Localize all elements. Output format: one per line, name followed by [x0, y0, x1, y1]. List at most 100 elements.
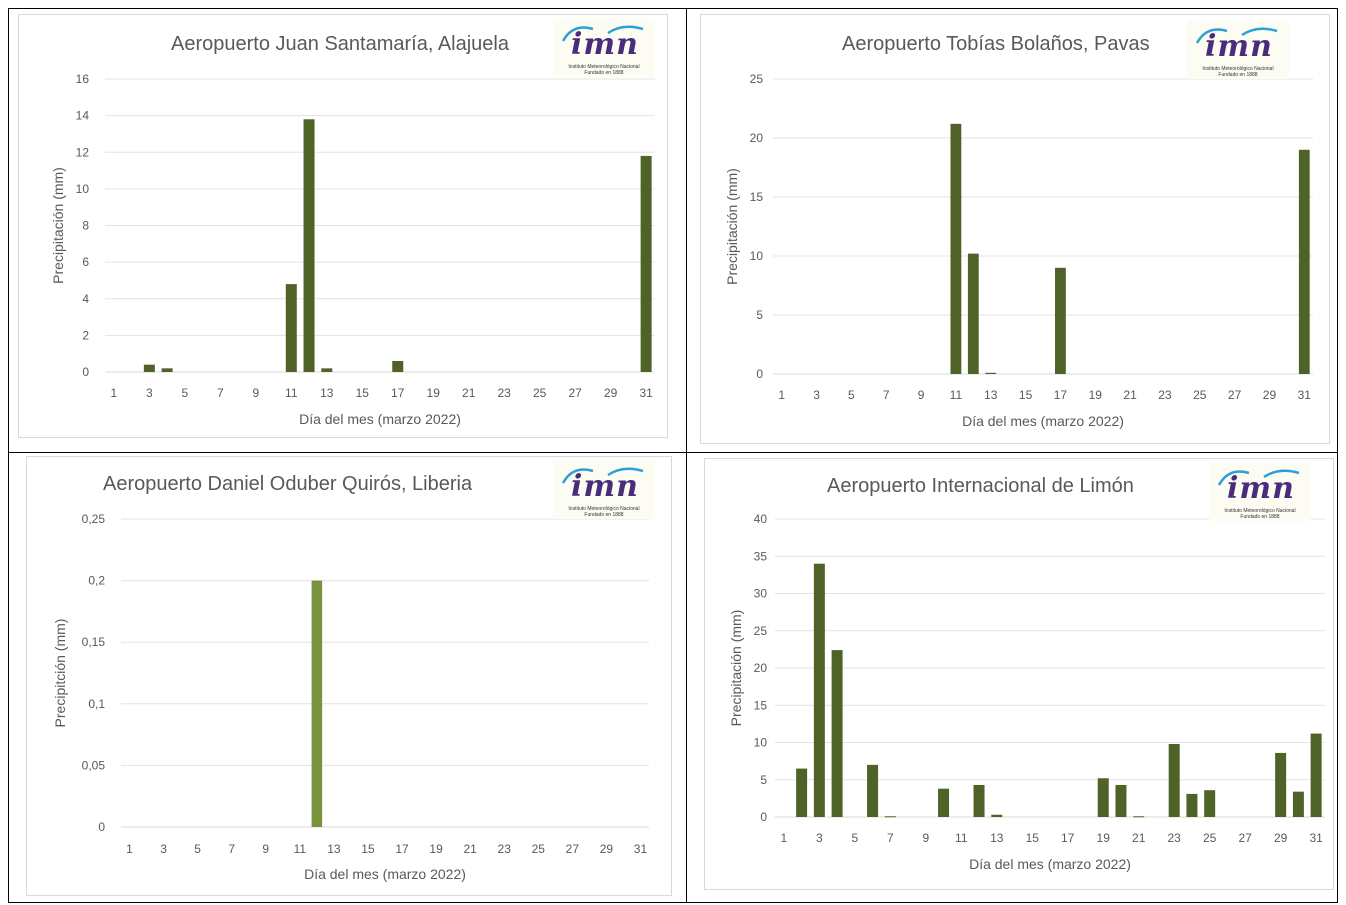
- x-tick-label: 17: [395, 842, 409, 856]
- x-tick-label: 11: [294, 842, 307, 856]
- x-tick-label: 29: [600, 842, 614, 856]
- x-tick-label: 3: [813, 388, 820, 402]
- y-tick-label: 0,05: [82, 758, 106, 772]
- bar: [950, 123, 962, 374]
- x-tick-label: 27: [568, 386, 582, 400]
- x-tick-label: 3: [816, 831, 823, 845]
- bar: [973, 784, 985, 817]
- logo-text: imn: [571, 27, 639, 62]
- bar: [392, 361, 404, 372]
- x-tick-label: 15: [361, 842, 375, 856]
- x-tick-label: 13: [320, 386, 334, 400]
- logo-subtitle-2: Fundado en 1888: [1240, 514, 1280, 520]
- x-tick-label: 19: [427, 386, 441, 400]
- y-tick-label: 4: [82, 292, 89, 306]
- y-tick-label: 15: [750, 190, 764, 204]
- x-tick-label: 19: [1097, 831, 1111, 845]
- x-tick-label: 9: [918, 388, 925, 402]
- x-tick-label: 1: [781, 831, 788, 845]
- y-tick-label: 0,2: [88, 574, 105, 588]
- logo-subtitle-2: Fundado en 1888: [584, 70, 624, 76]
- x-tick-label: 7: [217, 386, 224, 400]
- y-tick-label: 0,15: [82, 635, 106, 649]
- x-tick-label: 23: [498, 842, 512, 856]
- x-tick-label: 5: [848, 388, 855, 402]
- chart-panel-alajuela: Aeropuerto Juan Santamaría, Alajuela 0 2 4…: [18, 14, 668, 438]
- figure-frame: [8, 8, 1338, 903]
- y-tick-label: 20: [750, 131, 764, 145]
- y-tick-label: 20: [754, 661, 768, 675]
- x-tick-label: 31: [1309, 831, 1323, 845]
- chart-title: Aeropuerto Juan Santamaría, Alajuela: [171, 33, 509, 55]
- bar: [796, 768, 808, 817]
- y-axis-label: Precipitación (mm): [728, 610, 744, 727]
- x-tick-label: 23: [498, 386, 512, 400]
- logo-text: imn: [571, 469, 639, 504]
- x-tick-label: 1: [126, 842, 133, 856]
- x-tick-label: 17: [391, 386, 405, 400]
- x-axis-label: Día del mes (marzo 2022): [969, 856, 1131, 872]
- bar: [1204, 790, 1216, 817]
- chart-svg: 00,050,10,150,20,251 3 5 7 9 11 13 15 17 19 21 23 25…: [52, 512, 649, 882]
- x-tick-label: 31: [634, 842, 648, 856]
- bar: [640, 155, 652, 372]
- bar: [1168, 743, 1180, 817]
- x-tick-label: 1: [778, 388, 785, 402]
- y-tick-label: 5: [756, 308, 763, 322]
- x-tick-label: 21: [463, 842, 477, 856]
- y-tick-label: 30: [754, 587, 768, 601]
- chart-panel-liberia: Aeropuerto Daniel Oduber Quirós, Liberia…: [26, 456, 672, 896]
- x-tick-label: 23: [1158, 388, 1172, 402]
- x-tick-label: 7: [887, 831, 894, 845]
- y-tick-label: 0: [98, 820, 105, 834]
- frame-divider-vertical: [686, 8, 687, 903]
- y-tick-label: 6: [82, 255, 89, 269]
- chart-panel-limon: Aeropuerto Internacional de Limón 0 5 10 15…: [704, 458, 1334, 890]
- imn-logo: imn Instituto Meteorológico Nacional Fun…: [1187, 21, 1289, 79]
- x-axis-label: Día del mes (marzo 2022): [304, 866, 466, 882]
- x-tick-label: 13: [984, 388, 998, 402]
- logo-swoosh-icon: [561, 467, 644, 484]
- y-tick-label: 12: [76, 145, 90, 159]
- y-tick-label: 0: [756, 367, 763, 381]
- imn-logo: imn Instituto Meteorológico Nacional Fun…: [1209, 463, 1311, 521]
- bar: [285, 284, 297, 372]
- imn-logo: imn Instituto Meteorológico Nacional Fun…: [553, 461, 655, 519]
- bar: [1055, 267, 1066, 374]
- bar: [1186, 793, 1198, 817]
- logo-text: imn: [1227, 471, 1295, 506]
- bar: [1310, 733, 1322, 817]
- x-tick-label: 23: [1168, 831, 1182, 845]
- bar: [321, 368, 333, 372]
- logo-subtitle-1: Instituto Meteorológico Nacional: [568, 506, 640, 512]
- x-tick-label: 17: [1054, 388, 1068, 402]
- logo-swoosh-icon: [561, 25, 644, 42]
- chart-title: Aeropuerto Internacional de Limón: [827, 475, 1134, 497]
- x-tick-label: 29: [1274, 831, 1288, 845]
- x-tick-label: 27: [566, 842, 580, 856]
- bar: [161, 368, 173, 372]
- x-axis-label: Día del mes (marzo 2022): [962, 413, 1124, 429]
- logo-subtitle-1: Instituto Meteorológico Nacional: [1224, 508, 1296, 514]
- bar: [1275, 752, 1287, 817]
- y-tick-label: 10: [750, 249, 764, 263]
- y-tick-label: 10: [76, 182, 90, 196]
- bar: [1115, 784, 1127, 817]
- x-tick-label: 15: [1019, 388, 1033, 402]
- x-tick-label: 25: [1193, 388, 1207, 402]
- x-tick-label: 29: [1263, 388, 1277, 402]
- y-tick-label: 35: [754, 549, 768, 563]
- x-tick-label: 11: [950, 388, 963, 402]
- x-tick-label: 17: [1061, 831, 1075, 845]
- logo-subtitle-1: Instituto Meteorológico Nacional: [1202, 66, 1274, 72]
- x-tick-label: 9: [252, 386, 259, 400]
- x-tick-label: 11: [955, 831, 968, 845]
- x-tick-label: 25: [533, 386, 547, 400]
- logo-swoosh-icon: [1217, 469, 1300, 486]
- y-tick-label: 14: [76, 109, 90, 123]
- x-tick-label: 25: [532, 842, 546, 856]
- x-tick-label: 27: [1238, 831, 1252, 845]
- bar: [938, 788, 950, 817]
- y-axis-label: Precipitación (mm): [724, 168, 740, 285]
